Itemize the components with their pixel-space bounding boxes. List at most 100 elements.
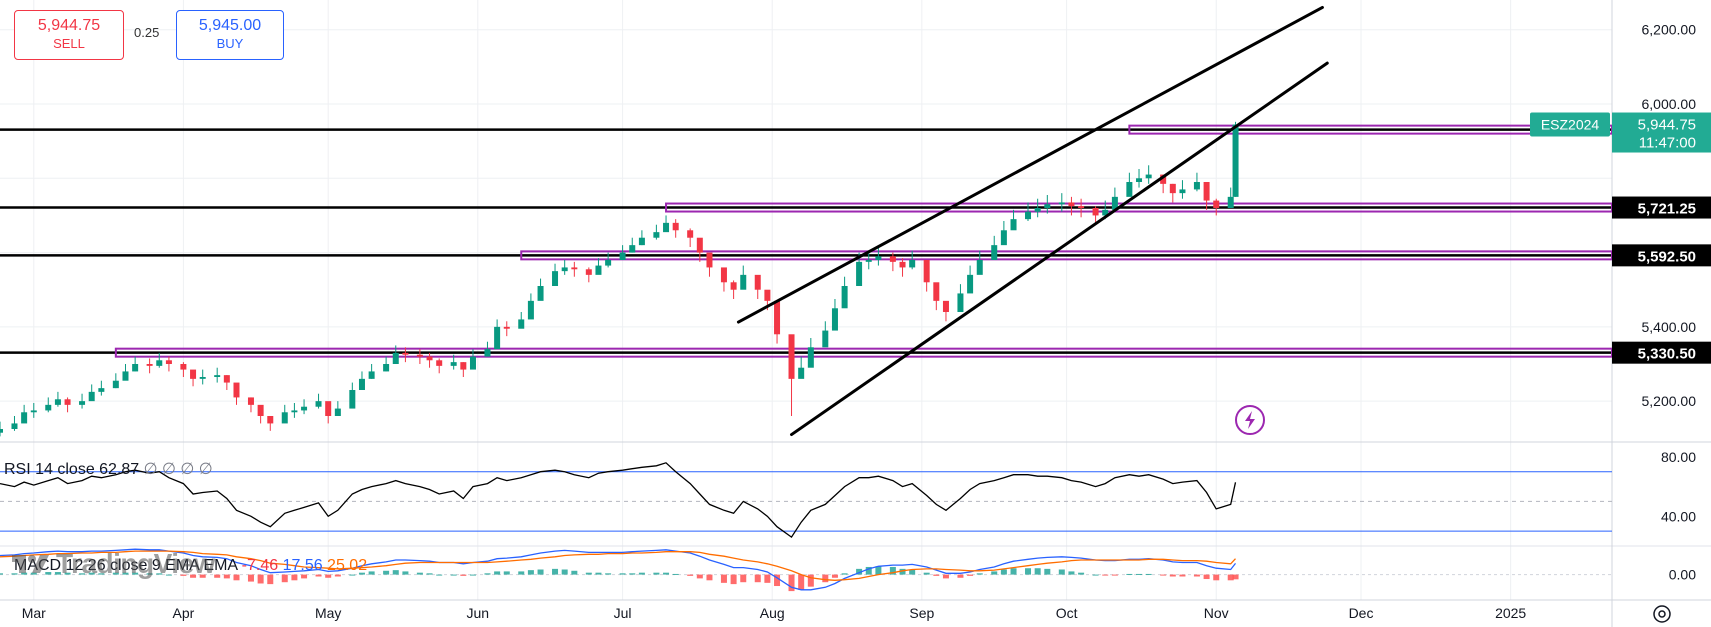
candle xyxy=(942,300,949,322)
candle-body xyxy=(923,260,930,283)
candle-body xyxy=(54,399,61,405)
candle xyxy=(754,274,761,299)
macd-pane: 0.00 MACD 12 26 close 9 EMA EMA -7.46 17.… xyxy=(0,548,1696,592)
candle-body xyxy=(706,252,713,268)
candle xyxy=(469,349,476,370)
macd-label: MACD 12 26 close 9 EMA EMA xyxy=(14,557,242,574)
candle-body xyxy=(247,397,254,405)
macd-histogram-bar xyxy=(1227,574,1234,581)
buy-button[interactable]: 5,945.00 BUY xyxy=(176,10,284,60)
candle-body xyxy=(957,293,964,312)
candle xyxy=(841,276,848,309)
macd-histogram-bar xyxy=(460,574,467,576)
candle-body xyxy=(301,406,308,411)
candle xyxy=(1179,180,1186,199)
candle xyxy=(774,300,781,344)
candle-body xyxy=(856,261,863,286)
candle-body xyxy=(0,429,3,433)
candle-body xyxy=(156,360,163,366)
candle-body xyxy=(740,274,747,290)
macd-histogram-bar xyxy=(754,574,761,583)
candles xyxy=(0,121,1239,437)
candle-body xyxy=(537,286,544,301)
rsi-pane: 80.00 40.00 RSI 14 close 62.87 ∅ ∅ ∅ ∅ xyxy=(0,449,1696,539)
candle-body xyxy=(899,261,906,268)
macd-histogram-bar xyxy=(841,573,848,575)
candle-body xyxy=(257,404,264,416)
chart-settings-icon[interactable] xyxy=(1653,605,1671,623)
macd-histogram-bar xyxy=(291,574,298,581)
candle-body xyxy=(527,300,534,320)
channel-line-1 xyxy=(790,61,1329,437)
macd-histogram-bar xyxy=(79,573,86,575)
candle-body xyxy=(605,260,612,266)
candle-body xyxy=(619,252,626,260)
macd-histogram-bar xyxy=(1126,573,1133,575)
macd-histogram-bar xyxy=(856,568,863,575)
candle xyxy=(436,358,443,374)
candle-body xyxy=(1160,174,1167,184)
level-tag-bg xyxy=(1612,341,1711,364)
candle-body xyxy=(190,369,197,379)
candle-body xyxy=(392,352,399,364)
macd-histogram-bar xyxy=(358,572,365,575)
candle-body xyxy=(1213,200,1220,208)
lightning-alert-icon[interactable] xyxy=(1235,405,1265,435)
macd-histogram-bar xyxy=(325,574,332,578)
candle xyxy=(629,237,636,253)
candle-body xyxy=(764,289,771,301)
price-tick-label: 5,400.00 xyxy=(1642,319,1697,335)
candle xyxy=(281,404,288,424)
candle xyxy=(54,391,61,407)
candle xyxy=(595,258,602,275)
rsi-label: RSI 14 close xyxy=(4,461,99,478)
channel-line-0 xyxy=(736,5,1324,324)
macd-histogram-bar xyxy=(11,573,18,575)
macd-histogram-bar xyxy=(1044,568,1051,575)
candle xyxy=(585,267,592,283)
candle xyxy=(146,358,153,374)
candle xyxy=(214,367,221,383)
candle-body xyxy=(561,267,568,272)
macd-histogram-bar xyxy=(1232,574,1239,580)
macd-histogram-bar xyxy=(1193,574,1200,577)
macd-histogram-bar xyxy=(552,568,559,575)
lightning-bolt xyxy=(1245,411,1255,429)
sell-button[interactable]: 5,944.75 SELL xyxy=(14,10,124,60)
macd-histogram-bar xyxy=(1025,568,1032,575)
candle-body xyxy=(822,330,829,348)
candle-body xyxy=(358,378,365,390)
candle xyxy=(11,416,18,431)
candle xyxy=(822,321,829,348)
candle-body xyxy=(1025,211,1032,220)
macd-histogram-bar xyxy=(503,571,510,575)
candle xyxy=(798,356,805,379)
candle xyxy=(1058,193,1065,212)
candle xyxy=(865,250,872,270)
candle-body xyxy=(672,222,679,231)
candle-body xyxy=(1000,230,1007,246)
candle-body xyxy=(653,232,660,238)
candle-body xyxy=(1193,182,1200,190)
macd-histogram-bar xyxy=(585,572,592,575)
candle-body xyxy=(1044,204,1051,208)
macd-histogram-bar xyxy=(190,574,197,578)
candle xyxy=(619,245,626,260)
candle xyxy=(450,354,457,370)
candle-body xyxy=(122,371,129,381)
candle xyxy=(909,250,916,270)
candle xyxy=(933,282,940,311)
trend-channel xyxy=(736,5,1329,437)
candle xyxy=(571,261,578,277)
candle xyxy=(991,235,998,260)
grid xyxy=(0,0,1612,600)
candle xyxy=(1232,121,1239,197)
candle xyxy=(663,215,670,233)
macd-histogram-bar xyxy=(1179,574,1186,577)
candle xyxy=(1213,198,1220,216)
candle-body xyxy=(976,260,983,275)
candle-body xyxy=(730,282,737,290)
candle-body xyxy=(334,408,341,416)
